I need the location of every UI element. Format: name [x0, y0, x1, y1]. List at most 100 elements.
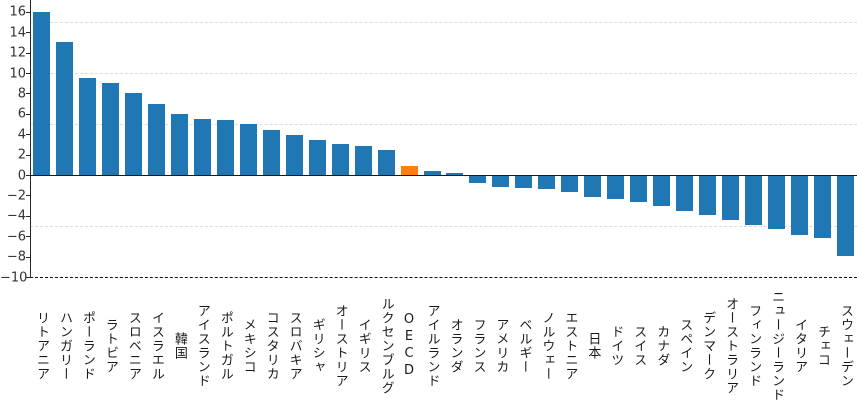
- bar: [331, 144, 349, 175]
- x-axis-label-slot: アイスランド: [191, 283, 214, 409]
- x-axis-label: ノルウェー: [539, 311, 555, 381]
- x-axis-label: デンマーク: [700, 311, 716, 381]
- x-axis-label-slot: ラトビア: [99, 283, 122, 409]
- y-axis-tick: [26, 11, 30, 13]
- bar: [699, 176, 717, 215]
- x-axis-label: アメリカ: [493, 318, 509, 374]
- gridline: [30, 73, 857, 74]
- bar: [814, 176, 832, 239]
- x-axis-label-slot: フランス: [466, 283, 489, 409]
- bar: [607, 176, 625, 200]
- x-axis-label-slot: エストニア: [558, 283, 581, 409]
- x-axis-label: メキシコ: [240, 318, 256, 374]
- x-axis-label-slot: ニュージーランド: [765, 283, 788, 409]
- bar: [147, 103, 165, 175]
- x-axis-label: コスタリカ: [263, 311, 279, 381]
- x-axis-label-slot: ノルウェー: [535, 283, 558, 409]
- y-axis-tick-label: 8: [17, 86, 26, 102]
- bar: [308, 140, 326, 175]
- bar: [469, 176, 487, 184]
- x-axis-label: OECD: [401, 312, 417, 380]
- x-axis-label-slot: デンマーク: [696, 283, 719, 409]
- bar: [791, 176, 809, 236]
- bar: [538, 176, 556, 190]
- zero-axis-line: [30, 175, 857, 176]
- bar: [423, 170, 441, 175]
- bar: [193, 118, 211, 175]
- bar: [124, 93, 142, 175]
- x-axis-label-slot: ギリシャ: [306, 283, 329, 409]
- gridline: [30, 226, 857, 227]
- x-axis-label: 日本: [585, 332, 601, 360]
- x-axis-label-slot: チェコ: [811, 283, 834, 409]
- y-axis-tick-label: 10: [9, 66, 26, 81]
- bar: [239, 124, 257, 175]
- x-axis-label: ドイツ: [608, 325, 624, 367]
- bar: [216, 119, 234, 175]
- y-axis-tick-label: 0: [17, 168, 26, 183]
- bar: [285, 135, 303, 175]
- x-axis-label-slot: アイルランド: [421, 283, 444, 409]
- x-axis-label: チェコ: [815, 325, 831, 367]
- x-axis-label: ニュージーランド: [769, 290, 785, 402]
- y-axis-tick-label: −2: [6, 188, 26, 204]
- x-axis-label: スロベニア: [125, 311, 141, 381]
- x-axis-label: アイルランド: [424, 304, 440, 388]
- y-axis-tick: [26, 236, 30, 238]
- x-axis-label-slot: スロバキア: [283, 283, 306, 409]
- x-axis-label-slot: OECD: [398, 283, 421, 409]
- x-axis-label: フランス: [470, 318, 486, 374]
- y-axis-tick: [26, 93, 30, 95]
- x-axis-label-slot: ポーランド: [76, 283, 99, 409]
- x-axis-label: スペイン: [677, 318, 693, 374]
- x-axis-label-slot: ハンガリー: [53, 283, 76, 409]
- x-axis-label: リトアニア: [33, 311, 49, 381]
- x-axis-label-slot: オーストリア: [329, 283, 352, 409]
- x-axis-label-slot: アメリカ: [489, 283, 512, 409]
- x-axis-label: エストニア: [562, 311, 578, 381]
- x-axis-label-slot: フィンランド: [742, 283, 765, 409]
- x-axis-label: オーストラリア: [723, 297, 739, 395]
- bar: [745, 176, 763, 225]
- x-axis-label: スウェーデン: [838, 304, 853, 388]
- gridline: [30, 22, 857, 23]
- x-axis-label-slot: ドイツ: [604, 283, 627, 409]
- x-axis-label: スロバキア: [286, 311, 302, 381]
- x-axis-label: ポーランド: [79, 311, 95, 381]
- bar: [354, 146, 372, 175]
- y-axis-tick: [26, 154, 30, 156]
- x-axis-label: イギリス: [355, 318, 371, 374]
- x-axis-label: イスラエル: [148, 311, 164, 381]
- x-axis-label-slot: リトアニア: [30, 283, 53, 409]
- x-axis-label-slot: スロベニア: [122, 283, 145, 409]
- x-axis-label-slot: ポルトガル: [214, 283, 237, 409]
- x-axis-label-slot: ベルギー: [512, 283, 535, 409]
- x-axis-label: ラトビア: [102, 318, 118, 374]
- x-axis-label: スイス: [631, 325, 647, 367]
- bar: [653, 176, 671, 206]
- x-axis-label-slot: オランダ: [444, 283, 467, 409]
- x-axis-label-slot: スイス: [627, 283, 650, 409]
- bar: [515, 176, 533, 189]
- x-axis-label: ギリシャ: [309, 318, 325, 374]
- bar: [492, 176, 510, 188]
- bar: [262, 130, 280, 175]
- bottom-dashed-line: [30, 277, 857, 278]
- x-axis-label-slot: コスタリカ: [260, 283, 283, 409]
- x-axis-label: オーストリア: [332, 304, 348, 388]
- x-axis-label-slot: イスラエル: [145, 283, 168, 409]
- x-axis-label-slot: カナダ: [650, 283, 673, 409]
- x-axis-label: ルクセンブルグ: [378, 297, 394, 395]
- y-axis-tick: [26, 256, 30, 258]
- y-axis-tick: [26, 215, 30, 217]
- bar: [584, 176, 602, 198]
- x-axis-label-slot: 日本: [581, 283, 604, 409]
- bar: [561, 176, 579, 193]
- y-axis-tick-label: −6: [6, 229, 26, 245]
- bar: [78, 78, 96, 175]
- bar: [32, 11, 50, 175]
- y-axis-tick-label: 6: [17, 106, 26, 122]
- x-axis-label-slot: オーストラリア: [719, 283, 742, 409]
- x-axis-label: ポルトガル: [217, 311, 233, 381]
